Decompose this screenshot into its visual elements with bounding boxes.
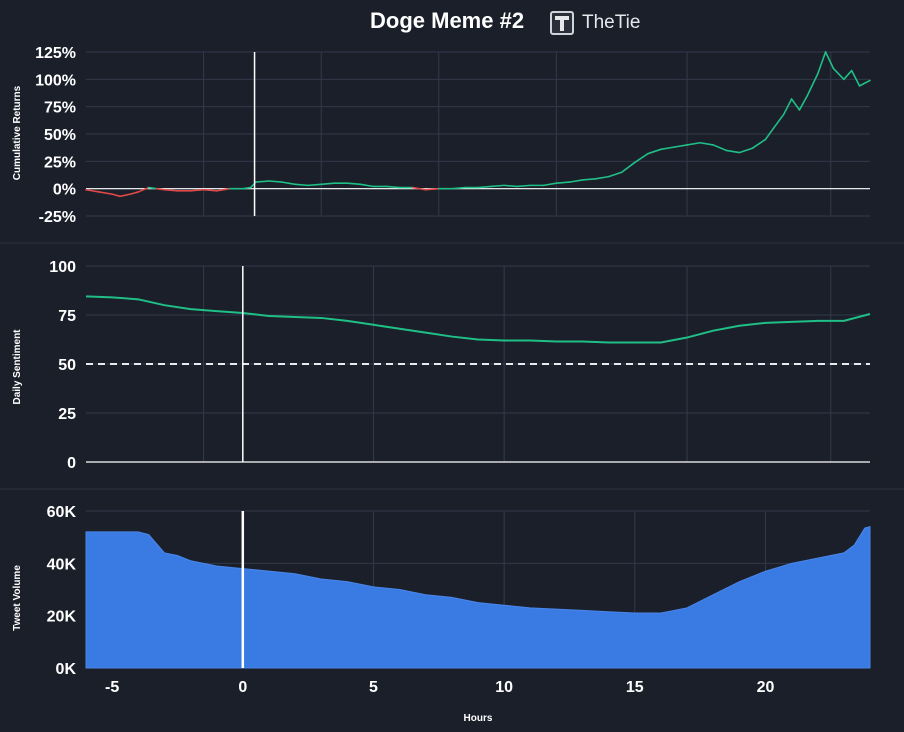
returns-line-segment xyxy=(281,181,296,186)
x-tick-label: 5 xyxy=(369,679,378,696)
returns-line-segment xyxy=(832,67,845,81)
returns-line-segment xyxy=(137,186,150,193)
returns-line-segment xyxy=(242,186,252,190)
returns-line-segment xyxy=(268,180,283,183)
y-tick-label: 25% xyxy=(44,154,76,171)
returns-line-segment xyxy=(555,181,571,184)
returns-line-segment xyxy=(189,188,205,192)
title-row: Doge Meme #2 TheTie xyxy=(0,6,904,40)
returns-line-segment xyxy=(477,185,492,189)
y-tick-label: 100% xyxy=(35,72,76,89)
y-tick-label: 0K xyxy=(56,661,77,678)
x-tick-label: 0 xyxy=(238,679,247,696)
returns-line-segment xyxy=(503,184,519,188)
returns-line-segment xyxy=(202,188,218,192)
returns-line-segment xyxy=(633,152,649,164)
y-tick-label: 75% xyxy=(44,100,76,117)
returns-line-segment xyxy=(607,171,623,178)
y-tick-label: 50 xyxy=(58,357,76,374)
y-tick-label: 0% xyxy=(53,182,76,199)
returns-line-segment xyxy=(119,193,132,198)
brand-name: TheTie xyxy=(582,12,641,33)
returns-line-segment xyxy=(686,141,701,146)
returns-line-segment xyxy=(385,185,401,189)
returns-line-segment xyxy=(215,187,231,192)
chart-panel-2: 100 75 50 25 0 Daily Sentiment xyxy=(0,259,904,490)
returns-line-segment xyxy=(163,188,179,192)
returns-line-segment xyxy=(581,178,597,181)
chart-panel-3: 60K 40K 20K 0K Tweet Volume xyxy=(12,504,871,678)
returns-line-segment xyxy=(346,182,362,186)
y-tick-label: 75 xyxy=(58,308,76,325)
sentiment-line xyxy=(85,295,871,344)
y-axis-label: Daily Sentiment xyxy=(12,329,23,405)
returns-line-segment xyxy=(320,182,336,186)
returns-line-segment xyxy=(424,187,440,191)
returns-line-segment xyxy=(98,191,113,195)
returns-line-segment xyxy=(147,186,158,190)
returns-line-segment xyxy=(647,148,662,155)
returns-line-segment xyxy=(359,183,375,188)
returns-line-segment xyxy=(751,138,767,150)
y-tick-label: 40K xyxy=(47,556,77,573)
returns-line-segment xyxy=(699,141,715,146)
x-tick-label: 20 xyxy=(757,679,775,696)
y-axis-label: Cumulative Returns xyxy=(12,85,23,180)
tweet-volume-area xyxy=(85,526,871,669)
returns-line-segment xyxy=(490,184,505,188)
returns-line-segment xyxy=(155,187,166,191)
returns-line-segment xyxy=(738,147,754,154)
y-tick-label: 25 xyxy=(58,406,76,423)
returns-line-segment xyxy=(620,161,636,174)
returns-line-segment xyxy=(660,146,675,151)
chart-panel-1: 125% 100% 75% 50% 25% 0% -25% Cumulative Return… xyxy=(0,45,904,244)
x-axis-label: Hours xyxy=(464,713,493,724)
returns-line-segment xyxy=(307,183,323,187)
returns-line-segment xyxy=(673,144,688,148)
returns-line-segment xyxy=(411,186,427,191)
brand: TheTie xyxy=(550,9,640,37)
returns-line-segment xyxy=(516,184,532,188)
y-tick-label: 0 xyxy=(67,455,76,472)
returns-line-segment xyxy=(255,180,270,183)
returns-line-segment xyxy=(712,144,728,152)
thetie-logo-icon xyxy=(550,11,574,35)
chart-panels: 125% 100% 75% 50% 25% 0% -25% Cumulative Return… xyxy=(0,45,904,678)
returns-line-segment xyxy=(85,188,100,193)
returns-line-segment xyxy=(111,193,121,198)
x-tick-label: 10 xyxy=(495,679,513,696)
returns-line-segment xyxy=(451,186,466,190)
returns-line-segment xyxy=(782,98,793,116)
returns-line-segment xyxy=(843,69,853,81)
returns-line-segment xyxy=(790,98,801,111)
returns-line-segment xyxy=(764,127,775,141)
chart-title: Doge Meme #2 xyxy=(370,8,525,33)
returns-line-segment xyxy=(725,149,741,154)
returns-line-segment xyxy=(772,113,785,130)
returns-line-segment xyxy=(798,94,809,111)
y-tick-label: 60K xyxy=(47,504,77,521)
returns-line-segment xyxy=(816,51,827,75)
returns-line-segment xyxy=(129,191,140,195)
returns-line-segment xyxy=(858,79,871,87)
y-tick-label: 20K xyxy=(47,609,77,626)
y-tick-label: 100 xyxy=(49,259,76,276)
y-tick-label: 125% xyxy=(35,45,76,62)
y-tick-label: -25% xyxy=(39,209,76,226)
y-axis-label: Tweet Volume xyxy=(12,565,23,631)
returns-line-segment xyxy=(542,182,558,187)
returns-line-segment xyxy=(294,183,309,187)
returns-line-segment xyxy=(568,179,584,183)
x-axis: -5 0 5 10 15 20 xyxy=(105,679,774,696)
returns-line-segment xyxy=(594,175,610,180)
returns-line-segment xyxy=(824,51,835,70)
x-tick-label: -5 xyxy=(105,679,119,696)
x-tick-label: 15 xyxy=(626,679,644,696)
returns-line-segment xyxy=(850,69,861,87)
returns-line-segment xyxy=(806,73,819,97)
y-tick-label: 50% xyxy=(44,127,76,144)
